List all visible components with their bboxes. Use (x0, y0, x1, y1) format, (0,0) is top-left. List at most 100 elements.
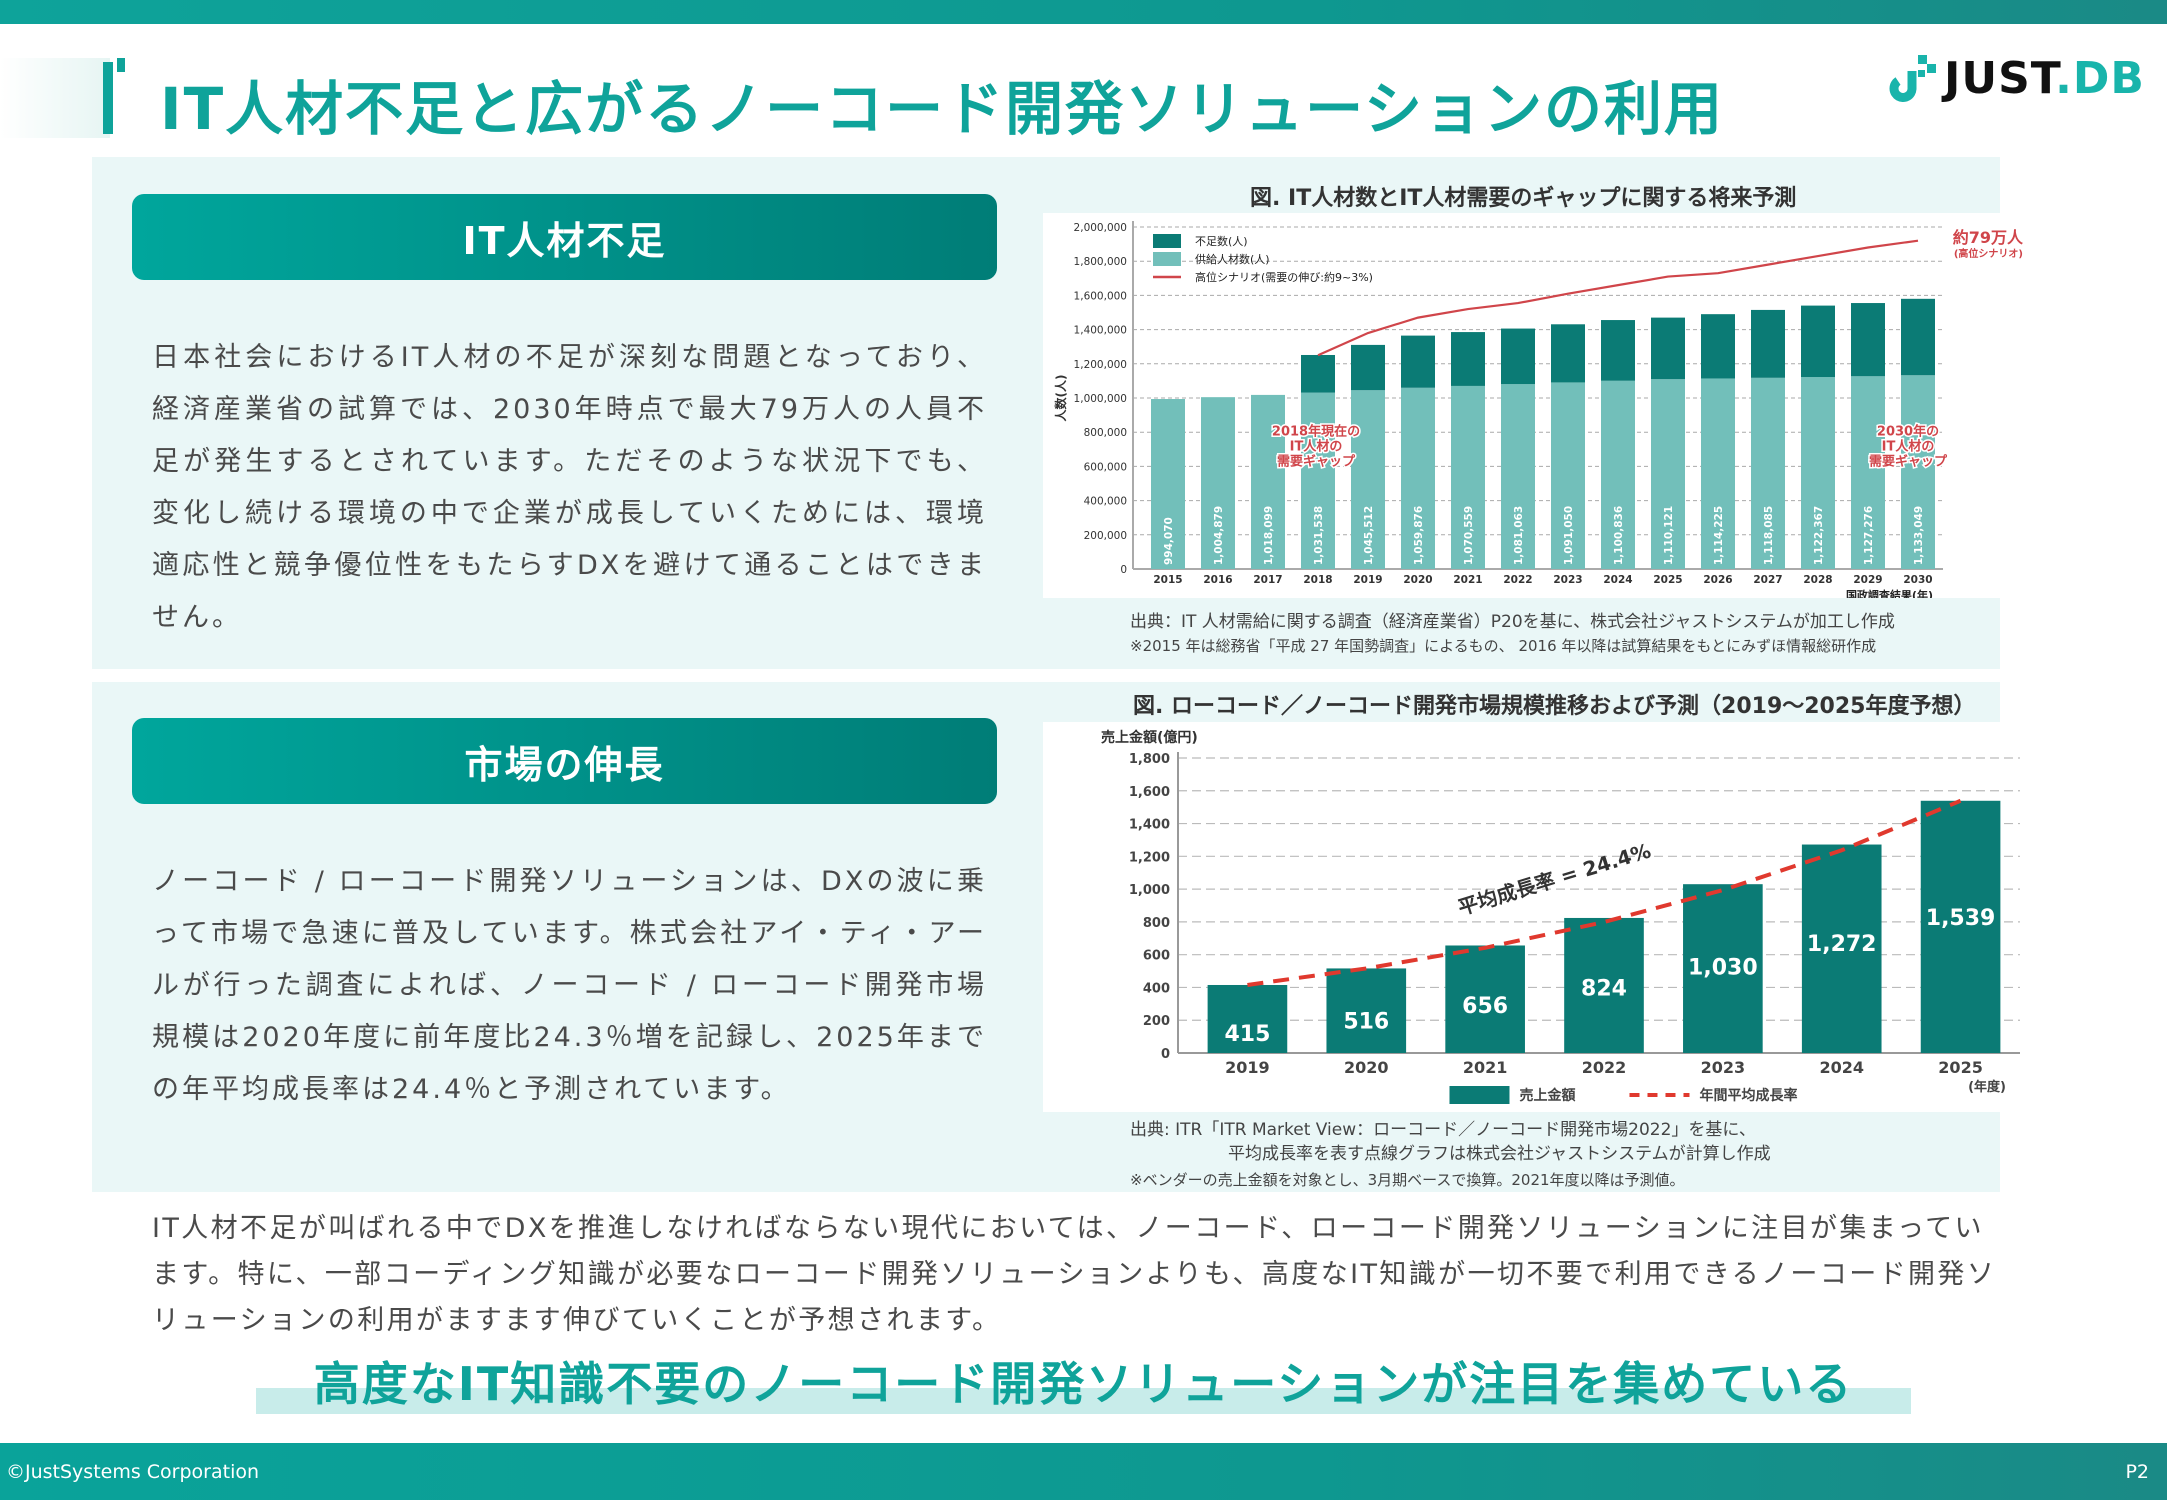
sales-bar (1920, 800, 2001, 1053)
gap-2030-annotation: 2030年の (1877, 424, 1939, 440)
supply-bar (1301, 392, 1335, 569)
section-header-market-growth: 市場の伸長 (132, 718, 997, 804)
x-tick-label: 2021 (1463, 1058, 1508, 1077)
nocode-market-chart: 売上金額(億円) 0 200 400 600 800 1,000 1,200 1,400 1,60… (1101, 729, 2020, 1104)
sales-value-label: 415 (1224, 1022, 1270, 1047)
y-tick-label: 1,400 (1129, 818, 1170, 833)
supply-value-label: 1,070,559 (1463, 506, 1475, 565)
gap-2030-annotation: 需要ギャップ (1869, 454, 1948, 470)
supply-value-label: 1,127,276 (1863, 506, 1875, 565)
supply-value-label: 1,004,879 (1213, 506, 1225, 565)
high-scenario-annotation: (高位シナリオ) (1954, 247, 2023, 260)
tagline: 高度なIT知識不要のノーコード開発ソリューションが注目を集めている (313, 1357, 1854, 1411)
sales-bar (1445, 945, 1525, 1053)
y-tick-label: 800 (1143, 916, 1170, 931)
chart2-source-cont: 平均成長率を表す点線グラフは株式会社ジャストシステムが計算し作成 (1228, 1144, 1771, 1164)
sales-value-label: 1,030 (1688, 956, 1758, 981)
x-tick-label: 2022 (1582, 1058, 1627, 1077)
legend-label: 供給人材数(人) (1195, 252, 1270, 266)
supply-value-label: 1,031,538 (1313, 506, 1325, 565)
supply-value-label: 1,133,049 (1913, 506, 1925, 565)
y-tick-label: 1,200 (1129, 850, 1170, 865)
y-axis-label: 売上金額(億円) (1101, 729, 1198, 746)
x-tick-label: 2027 (1753, 574, 1782, 586)
tagline-highlight (256, 1388, 1911, 1414)
supply-bar (1601, 380, 1635, 569)
it-talent-gap-chart: 0 200,000 400,000 600,000 800,000 1,000,000 1,… (1053, 221, 2024, 602)
chart2-note: ※ベンダーの売上金額を対象とし、3月期ベースで換算。2021年度以降は予測値。 (1130, 1171, 1685, 1189)
supply-bar (1201, 397, 1235, 569)
shortage-bar (1751, 309, 1785, 378)
high-scenario-line (1317, 239, 1919, 357)
supply-value-label: 1,122,367 (1813, 506, 1825, 565)
supply-bar (1151, 399, 1185, 569)
cagr-annotation: 平均成長率 = 24.4% (1455, 838, 1653, 919)
shortage-bar (1801, 305, 1835, 378)
x-tick-label: 2021 (1453, 574, 1482, 586)
x-tick-label: 2018 (1303, 574, 1332, 586)
x-tick-label: 2019 (1225, 1058, 1270, 1077)
y-tick-label: 0 (1161, 1047, 1170, 1062)
shortage-bar (1401, 335, 1435, 388)
sales-value-label: 516 (1343, 1010, 1389, 1035)
x-tick-label: 2023 (1553, 574, 1582, 586)
section-header-it-shortage: IT人材不足 (132, 194, 997, 280)
x-tick-label: 2020 (1344, 1058, 1389, 1077)
shortage-bar (1351, 344, 1385, 391)
x-tick-label: 2024 (1819, 1058, 1864, 1077)
supply-bar (1501, 384, 1535, 569)
sales-value-label: 1,539 (1926, 906, 1996, 931)
supply-value-label: 1,110,121 (1663, 506, 1675, 565)
y-tick-label: 1,400,000 (1074, 325, 1127, 337)
shortage-bar (1851, 303, 1885, 377)
x-tick-label: 2022 (1503, 574, 1532, 586)
y-tick-label: 0 (1120, 564, 1127, 576)
supply-bar (1451, 385, 1485, 569)
sales-bar (1207, 984, 1288, 1053)
sales-bar (1326, 968, 1407, 1053)
supply-bar (1651, 379, 1685, 569)
legend-label: 年間平均成長率 (1699, 1087, 1797, 1104)
gap-2018-annotation: 需要ギャップ (1277, 454, 1356, 470)
x-axis-label: 国政調査結果(年) (1846, 588, 1933, 598)
shortage-bar (1451, 332, 1485, 386)
y-tick-label: 200 (1143, 1014, 1170, 1029)
cagr-trend-line (1247, 798, 1962, 987)
shortage-bar (1501, 328, 1535, 385)
supply-bar (1801, 377, 1835, 569)
supply-bar (1551, 382, 1585, 569)
supply-value-label: 1,045,512 (1363, 506, 1375, 565)
supply-value-label: 1,091,050 (1563, 506, 1575, 565)
chart2-title: 図. ローコード／ノーコード開発市場規模推移および予測（2019～2025年度予… (1133, 694, 1976, 719)
supply-value-label: 1,018,099 (1263, 506, 1275, 565)
shortage-bar (1901, 298, 1935, 376)
title-bracket-tick (117, 58, 125, 72)
legend-label: 売上金額 (1519, 1087, 1575, 1104)
chart1-source: 出典：IT 人材需給に関する調査（経済産業省）P20を基に、株式会社ジャストシス… (1130, 612, 1895, 632)
x-tick-label: 2019 (1353, 574, 1382, 586)
supply-value-label: 1,059,876 (1413, 506, 1425, 565)
y-tick-label: 1,000 (1129, 883, 1170, 898)
sales-bar (1801, 844, 1882, 1053)
y-tick-label: 2,000,000 (1074, 222, 1127, 234)
x-tick-label: 2028 (1803, 574, 1832, 586)
chart1-note: ※2015 年は総務省「平成 27 年国勢調査」によるもの、 2016 年以降は… (1130, 637, 1877, 655)
footer-copyright: ©JustSystems Corporation (6, 1461, 260, 1483)
x-tick-label: 2017 (1253, 574, 1282, 586)
supply-bar (1351, 390, 1385, 569)
logo-text-main: JUST (1944, 52, 2056, 104)
x-tick-label: 2026 (1703, 574, 1732, 586)
supply-value-label: 1,100,836 (1613, 506, 1625, 565)
gap-2018-annotation: 2018年現在の (1272, 424, 1360, 440)
y-tick-label: 1,000,000 (1074, 393, 1127, 405)
x-tick-label: 2016 (1203, 574, 1232, 586)
shortage-bar (1301, 354, 1335, 393)
justdb-logo-icon (1889, 55, 1936, 102)
y-axis-label: 人数(人) (1053, 375, 1068, 422)
supply-value-label: 1,118,085 (1763, 506, 1775, 565)
page-title: IT人材不足と広がるノーコード開発ソリューションの利用 (160, 75, 1724, 143)
x-tick-label: 2029 (1853, 574, 1882, 586)
x-tick-label: 2020 (1403, 574, 1432, 586)
gap-2030-annotation: IT人材の (1882, 439, 1935, 455)
shortage-bar (1701, 314, 1735, 379)
